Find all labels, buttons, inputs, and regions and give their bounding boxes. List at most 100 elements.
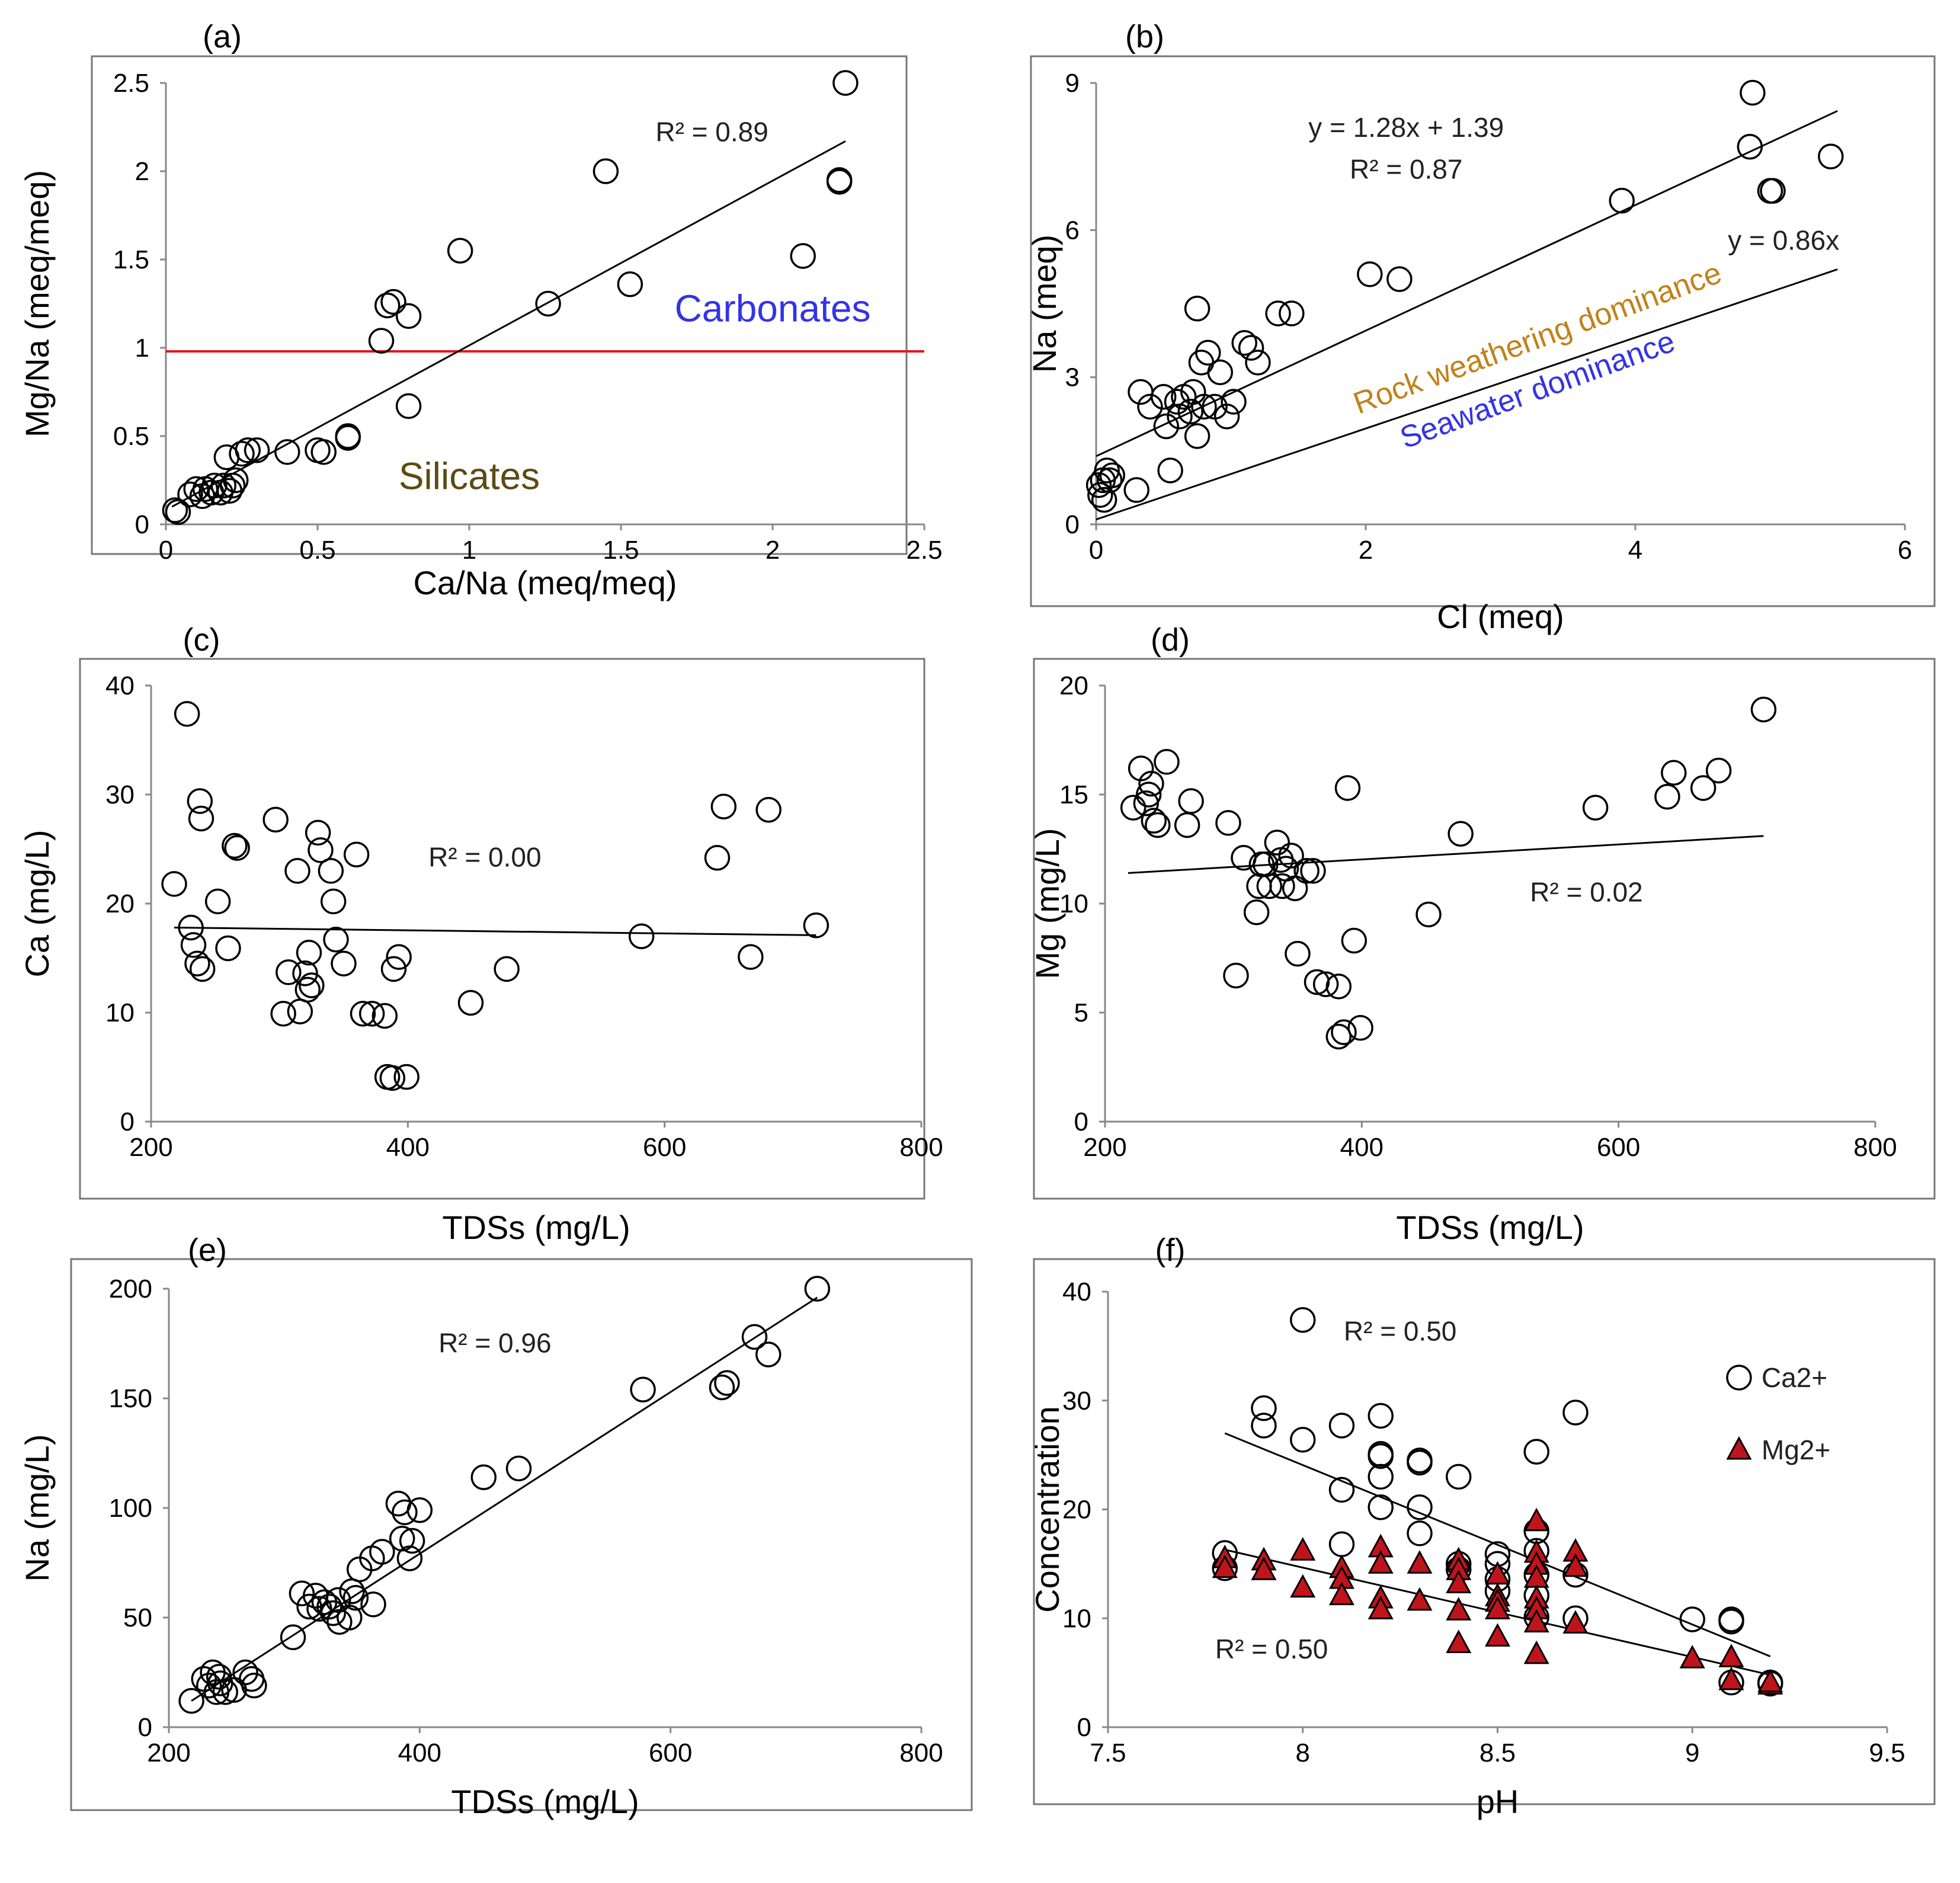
data-point-circle <box>235 437 261 463</box>
data-point-circle <box>1245 350 1271 376</box>
data-point-circle <box>1178 788 1204 814</box>
region-annotation: Silicates <box>399 454 540 497</box>
data-point-circle <box>1562 1400 1589 1426</box>
trend-label: R² = 0.50 <box>1215 1634 1328 1664</box>
data-point-circle <box>196 1672 222 1699</box>
data-point-circle <box>628 923 655 949</box>
data-point-circle <box>183 476 209 502</box>
legend: Ca2+ Mg2+ <box>1726 1362 1830 1465</box>
trend-line <box>1096 110 1838 457</box>
data-point-triangle <box>1446 1570 1472 1593</box>
data-point-triangle <box>1484 1623 1511 1647</box>
data-point-circle <box>215 935 241 962</box>
y-tick-label: 6 <box>1065 216 1080 245</box>
data-point-circle <box>379 1065 406 1091</box>
data-point-circle <box>741 1324 768 1350</box>
data-point-circle <box>1386 266 1413 292</box>
data-point-circle <box>299 972 325 998</box>
data-point-circle <box>447 238 473 264</box>
panel-e: (e) 200 400 600 800 0 50 100 150 200 TDSs (mg/L) Na… <box>18 1232 973 1820</box>
x-tick-label: 1.5 <box>603 536 639 565</box>
x-tick-label: 0 <box>159 536 173 565</box>
y-tick-label: 10 <box>105 998 134 1027</box>
data-point-circle <box>1184 423 1210 449</box>
series-samples <box>1085 79 1844 513</box>
data-point-triangle <box>1407 1587 1433 1611</box>
data-point-circle <box>804 1276 831 1302</box>
data-point-circle <box>222 832 248 859</box>
x-axis-title: Cl (meq) <box>1437 598 1564 635</box>
data-point-circle <box>1135 782 1162 808</box>
data-point-circle <box>223 467 249 494</box>
data-point-circle <box>395 303 422 329</box>
data-point-circle <box>1177 398 1203 425</box>
data-point-circle <box>470 1464 497 1490</box>
panel-frame <box>70 1258 973 1811</box>
data-point-circle <box>1737 133 1763 160</box>
x-tick-label: 9 <box>1685 1738 1699 1767</box>
y-tick-label: 0 <box>1074 1107 1088 1136</box>
series-samples <box>178 1276 831 1714</box>
data-point-circle <box>331 950 357 976</box>
y-tick-label: 2 <box>135 157 149 186</box>
data-point-circle <box>1099 462 1126 488</box>
y-tick-label: 20 <box>1062 1495 1091 1525</box>
data-point-circle <box>1325 1023 1352 1050</box>
y-axis-title: Na (mg/L) <box>18 1434 56 1582</box>
data-point-circle <box>270 1001 296 1027</box>
x-tick-label: 4 <box>1628 536 1642 565</box>
data-point-circle <box>161 871 187 897</box>
data-point-circle <box>1213 404 1240 430</box>
x-tick-label: 7.5 <box>1090 1738 1126 1767</box>
data-point-circle <box>1407 1449 1433 1476</box>
x-tick-label: 0 <box>1089 536 1103 565</box>
data-point-triangle <box>1562 1553 1589 1577</box>
x-axis-title: Ca/Na (meq/meq) <box>413 564 677 601</box>
data-point-circle <box>262 806 289 833</box>
data-point-circle <box>1128 755 1154 782</box>
data-point-circle <box>308 837 334 863</box>
data-point-circle <box>1367 1443 1394 1469</box>
data-point-circle <box>1269 873 1295 899</box>
data-point-circle <box>274 439 300 465</box>
x-tick-label: 2.5 <box>906 536 942 565</box>
trend-label: R² = 0.02 <box>1530 876 1643 907</box>
data-point-circle <box>1151 384 1177 410</box>
data-point-circle <box>1279 300 1305 326</box>
data-point-circle <box>1154 749 1180 775</box>
data-point-circle <box>284 858 310 884</box>
data-point-circle <box>1312 971 1339 997</box>
data-point-circle <box>457 989 484 1016</box>
y-tick-label: 40 <box>1062 1277 1091 1306</box>
data-point-circle <box>1300 858 1326 884</box>
x-tick-label: 800 <box>1853 1133 1897 1162</box>
data-point-circle <box>1290 1427 1316 1453</box>
data-point-circle <box>358 1001 385 1027</box>
data-point-circle <box>380 289 406 315</box>
data-point-triangle <box>1212 1554 1238 1578</box>
data-point-circle <box>244 437 270 463</box>
x-axis-title: pH <box>1477 1783 1519 1820</box>
data-point-circle <box>335 423 361 449</box>
data-point-circle <box>494 956 520 982</box>
data-point-triangle <box>1328 1581 1355 1606</box>
data-point-circle <box>310 439 337 465</box>
x-tick-label: 400 <box>1340 1133 1383 1162</box>
x-tick-label: 800 <box>899 1738 943 1767</box>
panel-label: (a) <box>203 19 242 55</box>
panel-label: (e) <box>188 1232 227 1268</box>
data-point-triangle <box>1446 1597 1472 1621</box>
data-point-circle <box>1661 760 1687 786</box>
x-tick-label: 6 <box>1898 536 1912 565</box>
x-tick-label: 600 <box>1597 1133 1640 1162</box>
data-point-circle <box>1097 467 1123 494</box>
panel-c: (c) 200 400 600 800 0 10 20 30 40 TDSs (mg/L) Ca (m… <box>18 622 943 1246</box>
data-point-circle <box>1153 413 1180 440</box>
y-tick-label: 30 <box>1062 1386 1091 1416</box>
data-point-circle <box>1407 1520 1433 1546</box>
data-point-circle <box>710 793 737 819</box>
panel-frame <box>1033 1258 1936 1805</box>
data-point-circle <box>1087 482 1113 508</box>
data-point-circle <box>1164 389 1190 415</box>
y-tick-label: 1 <box>135 334 149 363</box>
